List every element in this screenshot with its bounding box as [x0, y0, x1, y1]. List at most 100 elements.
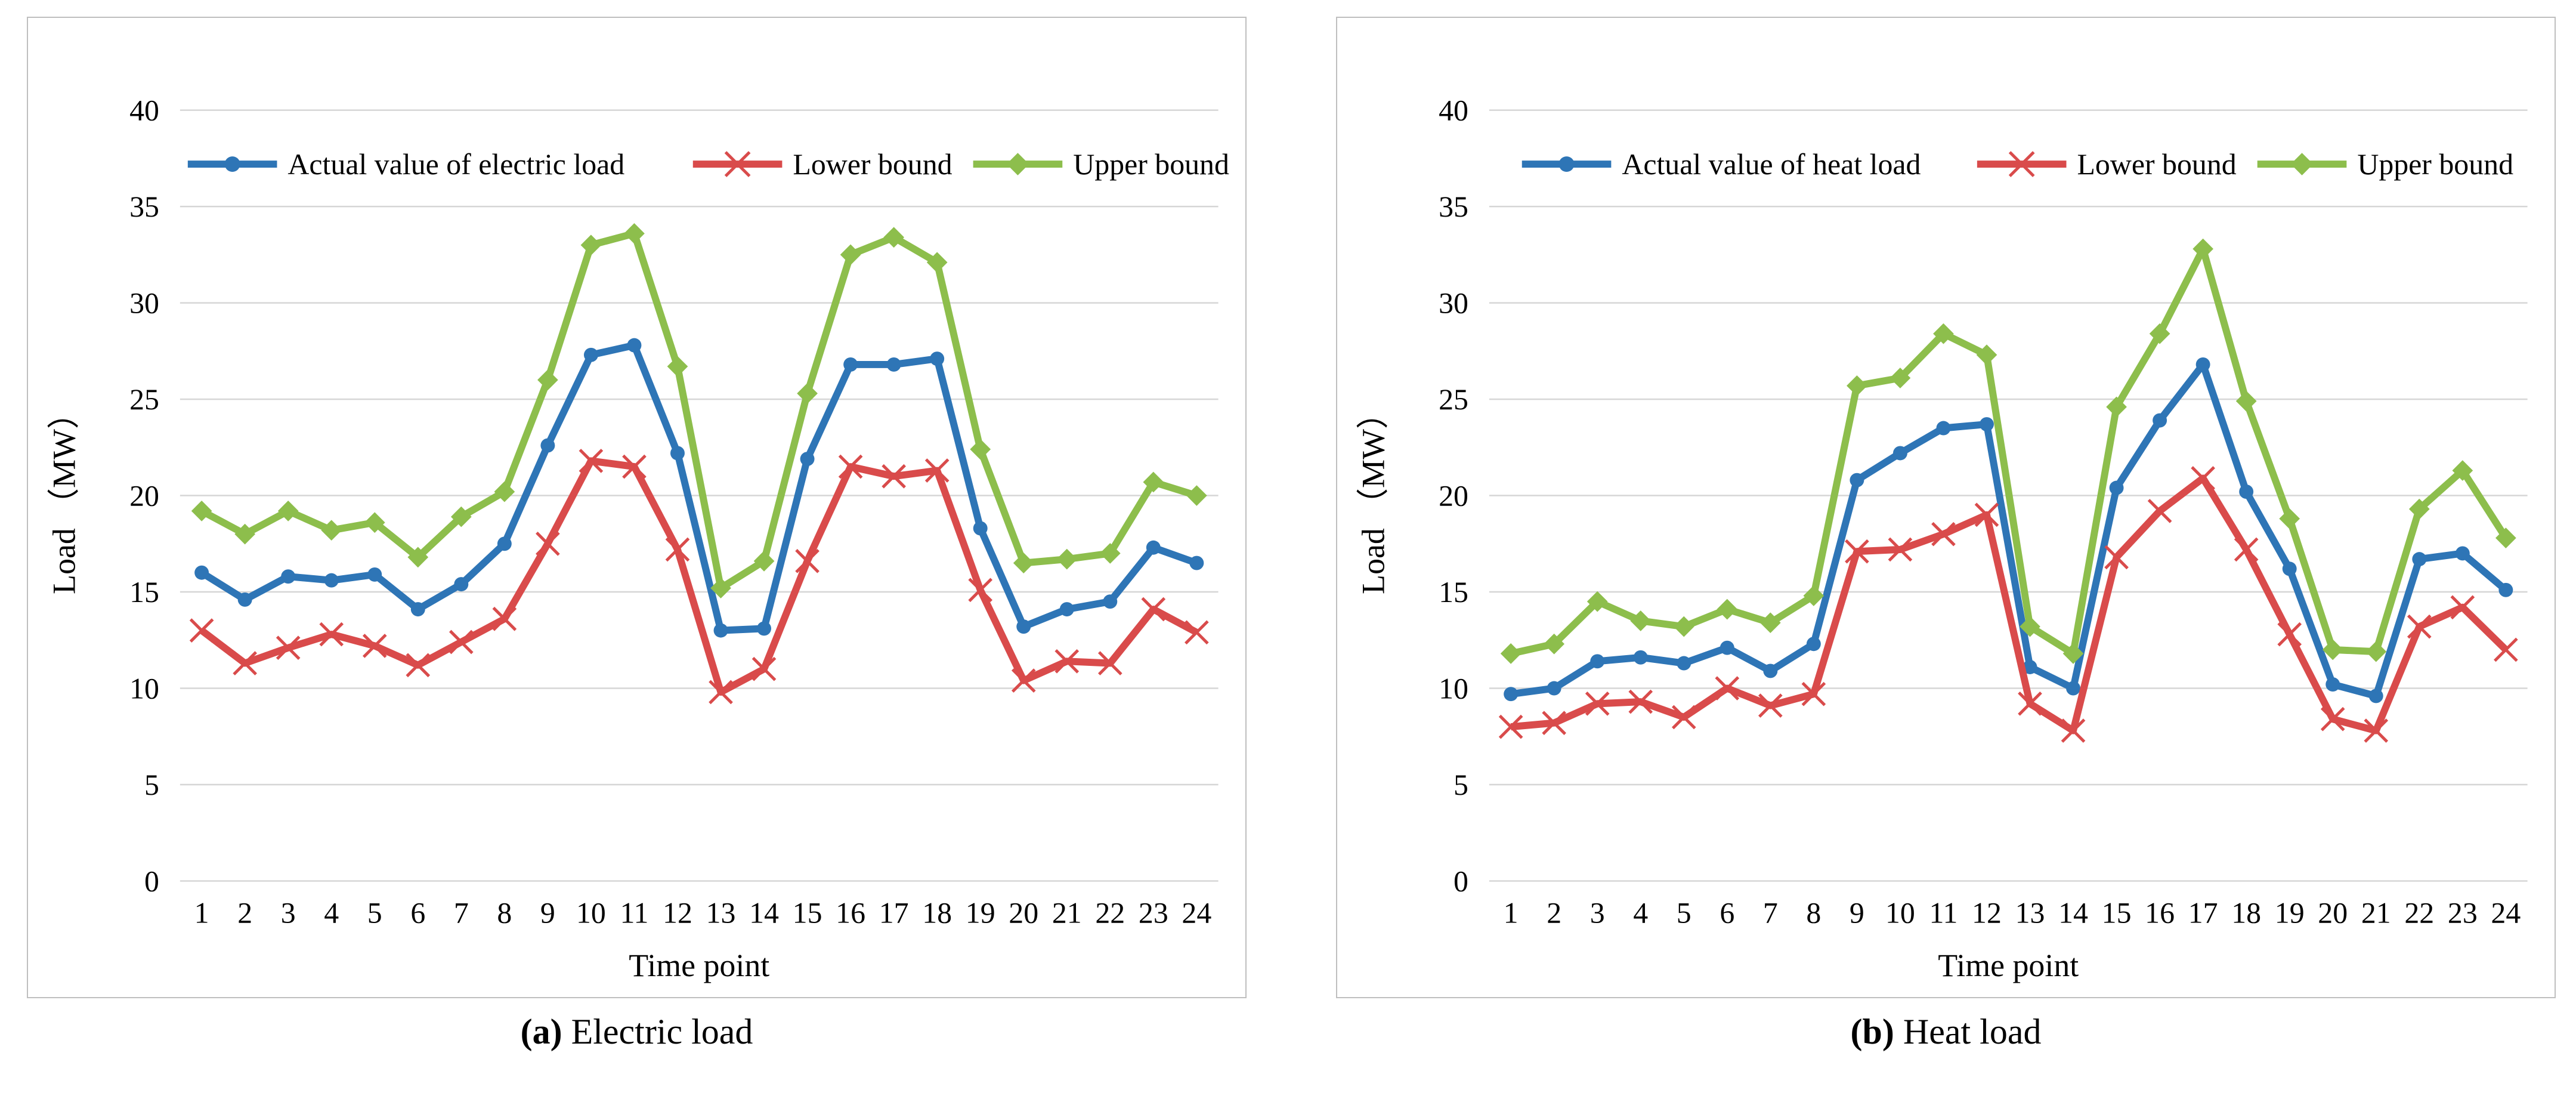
data-point-marker: [1558, 156, 1575, 172]
data-point-marker: [1677, 656, 1691, 671]
x-tick-label: 3: [1590, 896, 1605, 929]
data-point-marker: [454, 577, 469, 592]
data-point-marker: [492, 606, 517, 631]
y-tick-label: 15: [129, 576, 159, 609]
data-point-marker: [233, 651, 257, 675]
legend-label: Upper bound: [2357, 148, 2513, 181]
data-point-marker: [882, 464, 906, 489]
data-point-marker: [627, 338, 642, 353]
x-tick-label: 13: [2015, 896, 2045, 929]
x-tick-label: 10: [576, 896, 606, 929]
data-point-marker: [1888, 537, 1913, 562]
data-point-marker: [406, 653, 431, 678]
y-tick-label: 15: [1439, 576, 1468, 609]
x-tick-label: 5: [1677, 896, 1691, 929]
data-point-marker: [1850, 473, 1864, 487]
x-tick-label: 14: [749, 896, 779, 929]
legend-label: Lower bound: [2077, 148, 2236, 181]
y-tick-label: 20: [1439, 480, 1468, 513]
caption-label-a: (a): [520, 1012, 562, 1051]
data-point-marker: [622, 454, 647, 479]
x-tick-label: 6: [1720, 896, 1734, 929]
legend-item: Upper bound: [2257, 148, 2513, 181]
legend-label: Actual value of electric load: [287, 148, 624, 181]
data-point-marker: [1189, 556, 1204, 570]
caption-text-b: Heat load: [1903, 1012, 2042, 1051]
y-axis-tick-labels: 0 5 10 15 20 25 30 35 40: [1439, 94, 1468, 898]
x-tick-label: 17: [2188, 896, 2218, 929]
x-tick-label: 19: [966, 896, 995, 929]
data-point-marker: [1146, 540, 1161, 555]
x-tick-label: 24: [2491, 896, 2521, 929]
data-point-marker: [237, 592, 252, 607]
caption-text-a: Electric load: [571, 1012, 753, 1051]
data-point-marker: [1099, 543, 1121, 564]
data-point-marker: [968, 578, 993, 603]
data-point-marker: [497, 536, 512, 551]
data-point-marker: [2192, 238, 2213, 260]
data-point-marker: [1845, 539, 1869, 564]
data-point-marker: [1936, 421, 1951, 436]
data-point-marker: [713, 623, 728, 638]
data-point-marker: [2109, 480, 2124, 495]
data-point-marker: [667, 356, 688, 377]
data-point-marker: [724, 151, 751, 177]
data-point-marker: [1547, 681, 1561, 696]
x-tick-label: 23: [2448, 896, 2478, 929]
legend-item: Lower bound: [692, 148, 953, 181]
data-point-marker: [797, 383, 818, 404]
legend-item: Actual value of electric load: [187, 148, 624, 181]
data-point-marker: [2452, 460, 2473, 481]
x-tick-label: 10: [1885, 896, 1915, 929]
x-tick-label: 19: [2275, 896, 2305, 929]
series-line: [1510, 360, 2509, 700]
y-tick-label: 10: [1439, 672, 1468, 705]
x-tick-label: 4: [324, 896, 339, 929]
y-axis-title: Load （MW）: [46, 397, 82, 594]
x-tick-label: 5: [367, 896, 382, 929]
data-point-marker: [579, 449, 604, 473]
panel-electric-load: 0 5 10 15 20 25 30 35 40 1 2 3 4 5 6 7 8 9 10 11 12 13 14 15 16 1…: [27, 17, 1247, 1053]
data-point-marker: [1056, 548, 1078, 570]
data-point-marker: [1542, 711, 1566, 735]
data-point-marker: [494, 481, 515, 502]
data-point-marker: [2325, 677, 2340, 692]
data-point-marker: [276, 635, 301, 661]
x-tick-label: 16: [836, 896, 865, 929]
x-tick-label: 17: [879, 896, 909, 929]
x-tick-label: 9: [540, 896, 555, 929]
data-point-marker: [2235, 390, 2257, 412]
x-tick-label: 15: [793, 896, 822, 929]
data-point-marker: [1059, 602, 1074, 617]
data-point-marker: [883, 227, 904, 248]
series-upper-bound: [1500, 238, 2516, 664]
panel-heat-load: 0 5 10 15 20 25 30 35 40 1 2 3 4 5 6 7 8 9 10 11 12 13 14 15 16 1…: [1336, 17, 2556, 1053]
data-point-marker: [795, 549, 820, 573]
data-point-marker: [2412, 552, 2427, 567]
y-tick-label: 35: [1439, 190, 1468, 223]
x-tick-label: 11: [1929, 896, 1957, 929]
x-tick-label: 23: [1139, 896, 1168, 929]
data-point-marker: [1976, 344, 1997, 366]
legend-item: Actual value of heat load: [1522, 148, 1921, 181]
x-tick-label: 18: [922, 896, 952, 929]
data-point-marker: [1544, 633, 1565, 655]
legend-label: Lower bound: [793, 148, 952, 181]
data-point-marker: [752, 656, 777, 681]
data-point-marker: [1720, 640, 1734, 655]
legend-label: Actual value of heat load: [1622, 148, 1921, 181]
y-tick-label: 5: [144, 769, 159, 801]
data-point-marker: [840, 244, 861, 266]
x-tick-label: 12: [663, 896, 692, 929]
data-point-marker: [2147, 499, 2172, 523]
y-axis-title: Load （MW）: [1355, 397, 1391, 594]
x-tick-label: 6: [410, 896, 425, 929]
y-tick-label: 20: [129, 480, 159, 513]
data-point-marker: [1590, 654, 1605, 669]
caption-electric-load: (a) Electric load: [27, 1011, 1247, 1053]
y-tick-label: 5: [1454, 769, 1468, 801]
series-actual-value-of-heat-load: [1504, 357, 2513, 703]
x-tick-label: 21: [1052, 896, 1082, 929]
y-tick-label: 10: [129, 672, 159, 705]
